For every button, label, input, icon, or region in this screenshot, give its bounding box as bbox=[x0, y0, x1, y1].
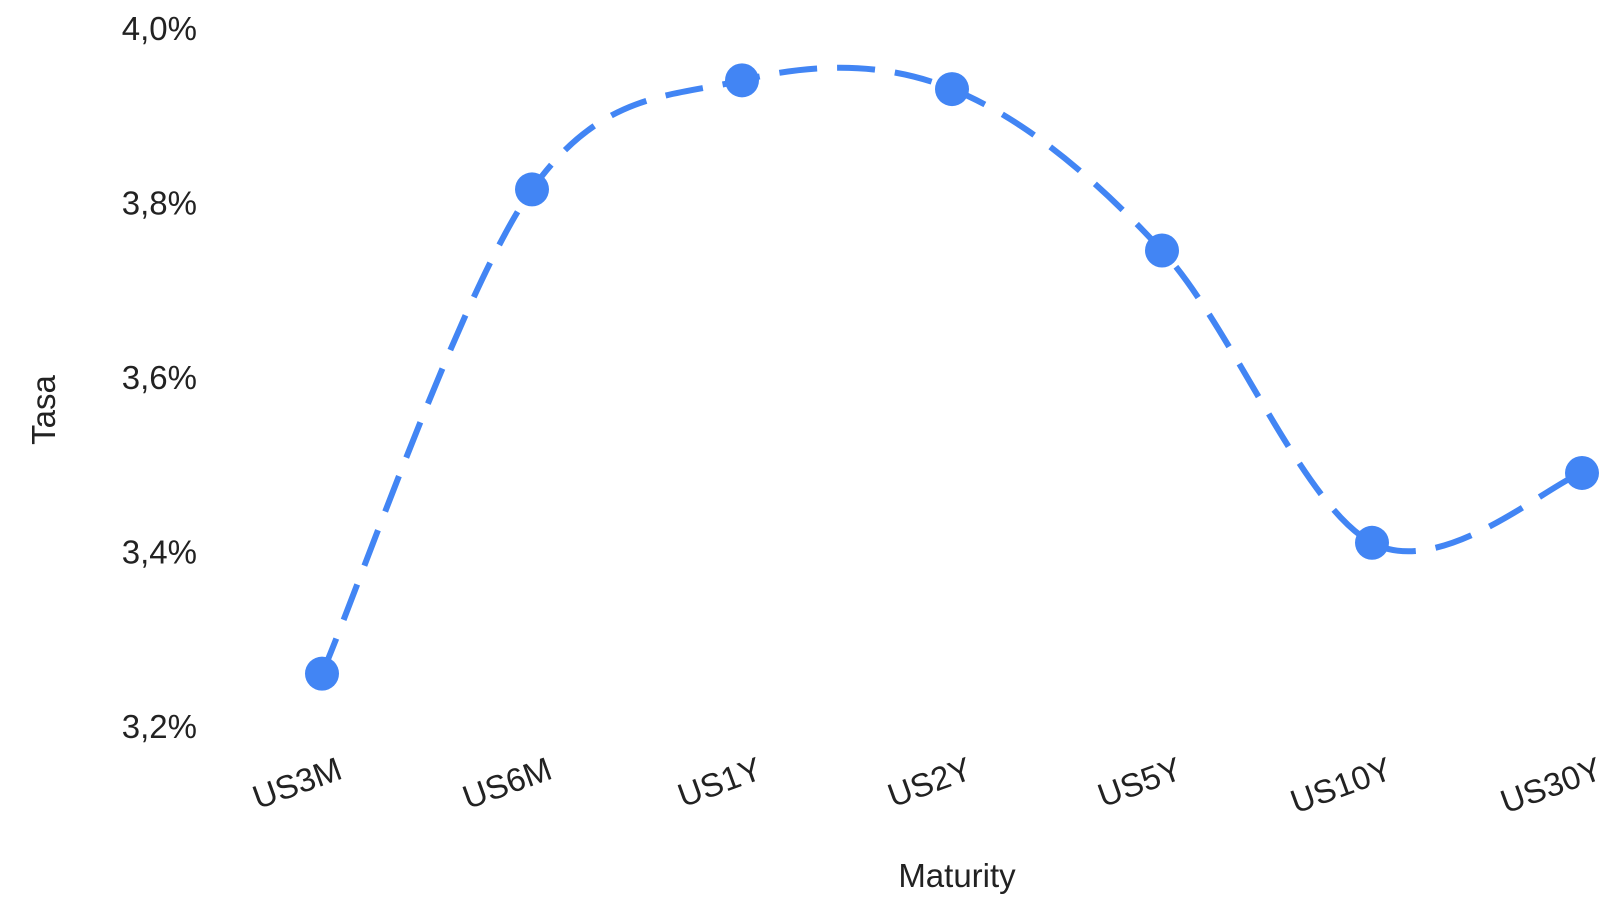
y-axis-tick-labels: 3,2% 3,4% 3,6% 3,8% 4,0% bbox=[122, 10, 197, 745]
x-tick-label: US5Y bbox=[1093, 750, 1187, 814]
data-points bbox=[305, 63, 1599, 691]
y-tick-label: 3,8% bbox=[122, 185, 197, 222]
x-tick-label: US2Y bbox=[883, 750, 977, 814]
data-point-us5y bbox=[1145, 233, 1179, 268]
data-point-us30y bbox=[1565, 455, 1599, 490]
data-point-us2y bbox=[935, 72, 969, 107]
y-tick-label: 4,0% bbox=[122, 10, 197, 47]
y-axis-title: Tasa bbox=[25, 375, 62, 445]
x-tick-label: US3M bbox=[248, 750, 347, 816]
x-tick-label: US6M bbox=[458, 750, 557, 816]
data-point-us3m bbox=[305, 656, 339, 691]
x-tick-label: US10Y bbox=[1285, 750, 1396, 821]
x-axis-tick-labels: US3M US6M US1Y US2Y US5Y US10Y US30Y bbox=[248, 750, 1607, 821]
x-tick-label: US30Y bbox=[1495, 750, 1606, 821]
data-point-us1y bbox=[725, 63, 759, 98]
y-tick-label: 3,2% bbox=[122, 708, 197, 745]
data-point-us10y bbox=[1355, 525, 1389, 560]
data-point-us6m bbox=[515, 172, 549, 207]
x-tick-label: US1Y bbox=[673, 750, 767, 814]
y-tick-label: 3,6% bbox=[122, 359, 197, 396]
x-axis-title: Maturity bbox=[898, 857, 1016, 894]
y-tick-label: 3,4% bbox=[122, 534, 197, 571]
yield-curve-line bbox=[319, 64, 1584, 675]
